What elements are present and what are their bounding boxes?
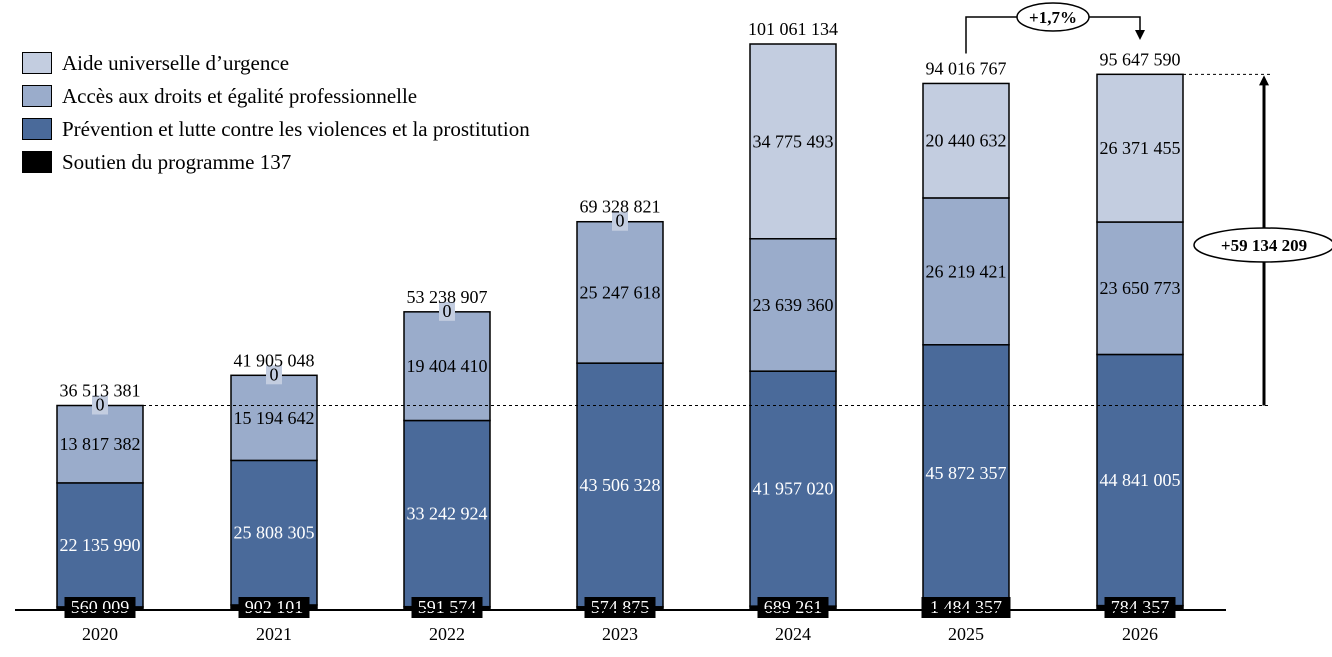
yoy-badge [1016,2,1090,32]
bar-label-bg [612,211,628,231]
bar-segment [230,374,318,462]
bar-segment [922,197,1010,346]
total-label: 95 647 590 [1100,49,1181,69]
bar-label-bg [584,597,656,618]
bar-segment [1096,353,1184,607]
bar-label: 1 484 357 [930,597,1002,617]
bar-segment [230,459,318,606]
yoy-label: +1,7% [1029,8,1077,27]
bar-label: 25 247 618 [580,282,661,302]
bar-label: 26 219 421 [926,261,1007,281]
bar-label: 44 841 005 [1100,470,1181,490]
bar-label: 0 [443,301,452,321]
total-label: 69 328 821 [580,197,661,217]
bar-label: 0 [270,364,279,384]
legend-swatch [22,151,52,173]
bar-label-bg [64,597,136,618]
total-label: 41 905 048 [234,350,315,370]
bar-segment [1096,73,1184,223]
bar-label: 33 242 924 [407,504,488,524]
bar-label: 19 404 410 [407,356,488,376]
bar-label: 23 650 773 [1100,278,1181,298]
bar-label: 22 135 990 [60,535,141,555]
legend-label: Accès aux droits et égalité professionne… [62,84,418,108]
total-label: 94 016 767 [926,58,1007,78]
x-tick-label: 2021 [256,624,292,644]
legend-swatch [22,52,52,74]
bar-segment [576,362,664,608]
bar-label: 784 357 [1111,597,1170,617]
bar-segment [922,82,1010,199]
legend-label: Aide universelle d’urgence [62,51,290,75]
bar-label-bg [757,597,829,618]
bar-label-bg [92,395,108,415]
bar-segment [56,482,144,608]
bar-label: 20 440 632 [926,131,1007,151]
legend-swatch [22,118,52,140]
bar-label-bg [921,597,1011,618]
bar-segment [403,419,491,608]
bar-segment [403,311,491,422]
growth-badge [1193,227,1332,263]
bar-label-bg [439,301,455,321]
legend-swatch [22,85,52,107]
bar-label: 574 875 [591,597,650,617]
bar-label: 560 009 [71,597,130,617]
bar-label: 13 817 382 [60,434,141,454]
total-label: 36 513 381 [60,381,141,401]
bar-segment [576,220,664,364]
bar-segment [749,370,837,607]
total-label: 101 061 134 [748,19,838,39]
bar-label: 23 639 360 [753,295,834,315]
x-tick-label: 2020 [82,624,118,644]
x-tick-label: 2025 [948,624,984,644]
x-tick-label: 2022 [429,624,465,644]
bar-label-bg [266,365,282,385]
bar-label: 43 506 328 [580,475,661,495]
legend-label: Soutien du programme 137 [62,150,292,174]
legend-label: Prévention et lutte contre les violences… [62,117,530,141]
bar-label: 26 371 455 [1100,138,1181,158]
x-tick-label: 2023 [602,624,638,644]
x-tick-label: 2024 [775,624,811,644]
bar-label-bg [238,597,310,618]
bar-label: 0 [96,395,105,415]
bar-label: 591 574 [418,597,477,617]
bar-label: 0 [616,211,625,231]
bar-label: 15 194 642 [234,408,315,428]
bar-label: 45 872 357 [926,463,1007,483]
bar-segment [56,404,144,484]
bar-segment [749,43,837,240]
bar-label-bg [1104,597,1176,618]
bar-label: 25 808 305 [234,523,315,543]
total-label: 53 238 907 [407,287,488,307]
bar-segment [922,344,1010,603]
bar-label: 902 101 [245,597,304,617]
bar-label-bg [411,597,483,618]
bar-label: 689 261 [764,597,823,617]
bar-label: 41 957 020 [753,479,834,499]
bar-segment [749,238,837,372]
x-tick-label: 2026 [1122,624,1158,644]
bar-label: 34 775 493 [753,131,834,151]
growth-label: +59 134 209 [1221,236,1307,255]
